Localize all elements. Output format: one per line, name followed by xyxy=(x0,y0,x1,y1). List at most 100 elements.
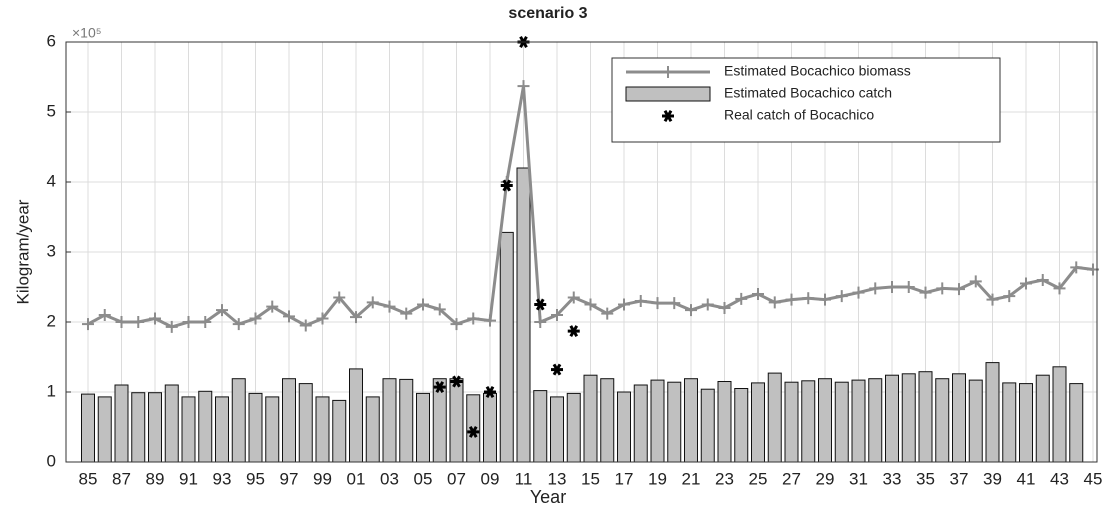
plus-marker xyxy=(1036,274,1049,286)
bar xyxy=(600,378,615,463)
plus-marker xyxy=(417,298,429,311)
bar xyxy=(700,388,715,463)
plus-marker xyxy=(366,296,379,309)
bar xyxy=(282,378,296,463)
star-marker xyxy=(567,325,580,338)
x-tick-label: 87 xyxy=(112,469,131,488)
bar xyxy=(248,392,263,463)
x-tick-label: 19 xyxy=(648,469,667,488)
plus-marker xyxy=(718,302,731,314)
bar xyxy=(231,378,246,463)
x-tick-label: 17 xyxy=(615,469,634,488)
bar xyxy=(818,378,832,463)
plus-marker xyxy=(735,292,748,305)
bar xyxy=(868,378,883,463)
bar xyxy=(767,372,782,463)
plus-marker xyxy=(383,300,396,313)
plus-marker xyxy=(400,307,413,320)
plus-marker xyxy=(82,318,94,331)
star-marker xyxy=(484,386,496,398)
legend-label: Estimated Bocachico catch xyxy=(724,85,892,101)
bar xyxy=(114,384,129,463)
x-tick-label: 13 xyxy=(548,469,567,488)
plus-marker xyxy=(986,293,999,306)
bar xyxy=(1035,374,1050,463)
bar xyxy=(516,167,531,463)
bar xyxy=(298,383,313,463)
plus-marker xyxy=(618,298,630,311)
star-stroke xyxy=(485,386,495,398)
plus-marker xyxy=(467,312,480,325)
bar xyxy=(483,392,497,463)
bar xyxy=(1052,366,1067,463)
star-stroke xyxy=(502,179,512,192)
bar xyxy=(684,378,698,463)
plus-marker xyxy=(266,300,279,313)
legend-label: Real catch of Bocachico xyxy=(724,107,874,123)
x-tick-label: 43 xyxy=(1050,469,1069,488)
plus-marker xyxy=(450,318,463,331)
bar xyxy=(985,362,1000,463)
plus-marker xyxy=(132,316,145,328)
bar xyxy=(1002,382,1017,463)
plot-frame xyxy=(65,41,1098,463)
bar xyxy=(382,378,397,463)
bar xyxy=(550,396,564,463)
bar xyxy=(349,368,363,463)
chart-title: scenario 3 xyxy=(508,5,587,22)
bar xyxy=(566,392,581,463)
x-tick-label: 03 xyxy=(380,469,399,488)
bar xyxy=(215,396,229,463)
plus-marker xyxy=(852,286,865,299)
bar xyxy=(935,378,950,463)
y-scale-label: ×10⁵ xyxy=(72,25,102,41)
y-tick-label: 2 xyxy=(47,311,56,330)
plus-marker xyxy=(216,304,228,317)
bar xyxy=(365,396,380,463)
y-tick-label: 1 xyxy=(47,381,56,400)
plus-marker xyxy=(316,312,329,325)
bar xyxy=(751,382,765,463)
y-axis-label: Kilogram/year xyxy=(13,199,32,304)
plus-marker xyxy=(165,320,178,333)
plus-marker xyxy=(936,282,949,295)
plus-marker xyxy=(333,291,346,304)
bar xyxy=(968,379,983,463)
star-marker xyxy=(467,425,480,438)
bar xyxy=(717,381,732,463)
bar xyxy=(1069,383,1084,463)
plus-marker xyxy=(785,293,798,306)
bar xyxy=(851,379,866,463)
bar xyxy=(617,391,631,463)
x-tick-label: 35 xyxy=(916,469,935,488)
bar xyxy=(97,396,112,463)
bar xyxy=(332,399,347,463)
x-tick-label: 91 xyxy=(179,469,198,488)
y-tick-label: 3 xyxy=(47,241,56,260)
x-tick-label: 31 xyxy=(849,469,868,488)
plus-marker xyxy=(115,316,128,328)
x-tick-label: 97 xyxy=(280,469,299,488)
star-stroke xyxy=(569,325,579,338)
x-tick-label: 01 xyxy=(347,469,366,488)
bar xyxy=(650,379,665,463)
star-marker xyxy=(433,381,446,394)
plus-marker xyxy=(182,316,195,328)
y-tick-label: 4 xyxy=(47,171,56,190)
plus-marker xyxy=(953,283,965,296)
star-stroke xyxy=(552,363,562,376)
bar xyxy=(164,384,179,463)
x-tick-label: 25 xyxy=(749,469,768,488)
y-tick-label: 5 xyxy=(47,101,56,120)
legend-swatch xyxy=(625,86,711,102)
plus-marker xyxy=(249,312,262,325)
bar xyxy=(499,231,514,463)
bar xyxy=(734,388,749,463)
bar xyxy=(181,396,196,463)
x-tick-label: 89 xyxy=(146,469,165,488)
plus-marker xyxy=(634,295,647,307)
plus-marker xyxy=(1020,277,1032,290)
bar xyxy=(416,392,430,463)
x-tick-label: 93 xyxy=(213,469,232,488)
